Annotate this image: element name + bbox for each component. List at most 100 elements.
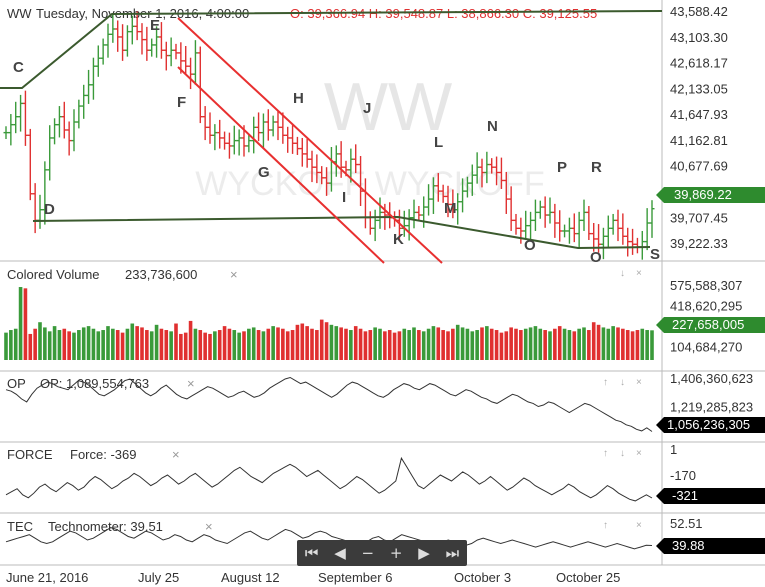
price-bar [86,69,92,104]
volume-bar [213,331,217,360]
volume-bar [300,323,305,360]
volume-bar [295,324,300,360]
volume-bar [577,328,581,360]
tec-last-tag: 39.88 [656,538,765,554]
volume-bar [553,328,557,360]
tec-close-icon[interactable]: × [205,519,213,534]
op-axis: 1,406,360,623 1,219,285,823 [670,371,753,415]
op-close-icon[interactable]: × [187,376,195,391]
svg-text:×: × [636,268,642,279]
price-bar [639,230,645,260]
header-symbol: WW [7,6,32,21]
price-bar [547,197,553,224]
force-axis-tick: -170 [670,468,696,483]
volume-bar [159,328,164,360]
last-page-icon[interactable]: ⏭ [445,544,460,562]
price-bar [508,186,514,231]
price-bar [426,184,432,216]
price-bar [319,166,325,185]
price-bar [149,38,155,57]
volume-bars [4,287,654,360]
price-bar [620,213,626,245]
price-bar [251,116,257,154]
volume-bar [237,332,241,360]
wyckoff-label: N [487,118,498,135]
volume-bar [601,327,606,360]
price-bar [367,211,373,235]
panel-controls[interactable]: ↓ × ↑ ↓ × ↑ ↓ × ↑ × [603,268,642,531]
price-bar [52,118,58,145]
svg-text:↓: ↓ [620,268,625,279]
volume-bar [111,328,115,360]
volume-bar [183,332,188,360]
next-icon[interactable]: ▶ [418,544,430,562]
header-ohlc: O: 39,366.94 H: 39,548.87 L: 38,866.30 C… [290,6,597,21]
volume-bar [276,327,280,360]
volume-bar [18,287,23,360]
channel-upper [177,17,443,264]
price-bar [47,125,53,181]
wyckoff-label: S [650,246,660,263]
price-bar [358,156,364,206]
volume-bar [421,331,426,360]
price-bar [231,125,237,155]
force-close-icon[interactable]: × [172,447,180,462]
volume-bar [135,326,139,360]
price-bar [518,217,524,244]
price-axis-tick: 43,588.42 [670,4,728,19]
volume-bar [271,326,275,360]
price-bar [324,167,330,196]
price-bar [290,125,296,154]
volume-bar [106,326,110,360]
price-bar [314,154,320,184]
price-bar [13,101,19,134]
volume-bar [538,328,543,360]
price-bar [625,227,631,257]
price-bar [222,131,228,150]
volume-value: 233,736,600 [125,267,197,282]
volume-bar [232,330,237,360]
volume-last-tag: 227,658,005 [656,317,765,333]
price-bar [129,15,135,45]
price-axis-tick: 40,677.69 [670,159,728,174]
price-bar [513,213,519,235]
volume-bar [397,331,402,360]
op-axis-tick: 1,406,360,623 [670,371,753,386]
volume-close-icon[interactable]: × [230,267,238,282]
volume-bar [198,330,203,360]
volume-bar [52,326,57,360]
zoom-out-icon[interactable]: − [361,544,375,562]
price-bar [42,161,48,225]
previous-icon[interactable]: ◀ [334,544,346,562]
price-axis-tick: 39,707.45 [670,210,728,225]
volume-bar [266,328,271,360]
volume-bar [523,328,528,360]
force-last-tag: -321 [656,488,765,504]
price-bar [294,136,300,155]
last-price-value: 39,869.22 [674,187,732,202]
price-bar [236,129,242,156]
volume-bar [120,332,125,360]
volume-bar [188,320,193,360]
price-bar [188,57,194,90]
svg-text:×: × [636,520,642,531]
volume-bar [562,328,567,360]
price-bar [56,106,62,138]
force-line [5,456,653,502]
price-bar [115,20,121,52]
volume-bar [616,327,620,360]
op-label: OP: 1,089,554,763 [40,376,149,391]
zoom-in-icon[interactable]: + [389,544,403,562]
first-page-icon[interactable]: ⏮ [304,544,319,562]
volume-bar [358,328,363,360]
price-bar [634,237,640,254]
volume-bar [154,324,159,360]
volume-bar [222,326,227,360]
volume-bar [402,328,407,360]
price-bar [542,196,548,228]
volume-bar [217,330,222,360]
volume-bar [47,331,52,360]
volume-bar [349,330,353,360]
price-bar [600,227,606,260]
volume-bar [339,327,343,360]
